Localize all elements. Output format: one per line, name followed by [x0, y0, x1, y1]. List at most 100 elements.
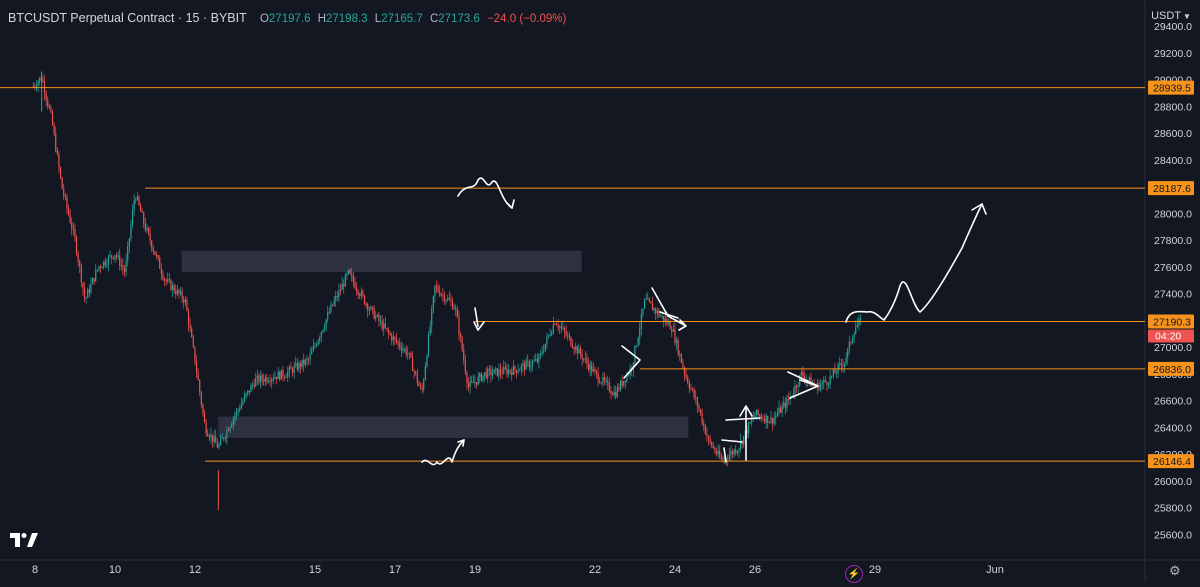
candle-body [576, 346, 578, 354]
candle-body [586, 358, 588, 364]
level-tag-bg [1148, 454, 1194, 469]
symbol-title[interactable]: BTCUSDT Perpetual Contract · 15 · BYBIT [8, 11, 247, 25]
horizontal-levels[interactable] [0, 87, 1145, 462]
candle-body [331, 304, 334, 306]
candle-body [123, 268, 126, 273]
candle-body [683, 367, 686, 375]
candle-body [271, 379, 273, 382]
candle-body [279, 371, 281, 380]
candle-body [688, 383, 690, 389]
candle-body [544, 343, 546, 351]
candle-body [403, 348, 406, 350]
candle-body [39, 77, 41, 82]
candle-body [235, 410, 238, 416]
candle-body [267, 381, 270, 383]
candle-body [415, 371, 417, 374]
candle-body [373, 308, 375, 319]
candle-body [738, 448, 740, 452]
candle-body [615, 391, 617, 398]
candle-body [405, 348, 407, 355]
candle-body [757, 409, 759, 415]
candle-body [810, 377, 812, 387]
price-axis[interactable]: 29400.029200.029000.028800.028600.028400… [1148, 21, 1194, 541]
candle-body [674, 329, 676, 343]
candle-body [807, 379, 809, 381]
candle-body [568, 335, 570, 337]
candle-body [325, 319, 327, 328]
candle-body [848, 341, 850, 349]
candle-body [181, 291, 183, 299]
candle-body [50, 108, 52, 112]
candle-body [211, 434, 214, 442]
candle-body [687, 377, 689, 384]
candle-body [426, 355, 428, 367]
tradingview-logo[interactable] [10, 532, 38, 553]
candle-body [856, 324, 858, 328]
candle-body [768, 421, 770, 424]
drawn-chevron-right [787, 371, 819, 399]
level-tag-bg [1148, 181, 1194, 196]
candle-body [259, 375, 262, 383]
candle-body [743, 435, 745, 445]
candle-body [471, 381, 473, 383]
candle-body [219, 438, 222, 445]
time-tick-label: 24 [669, 564, 681, 576]
currency-selector[interactable]: USDT ▼ [1148, 6, 1194, 26]
candle-body [591, 364, 593, 372]
candle-body [594, 368, 596, 371]
candle-body [819, 384, 822, 390]
candle-body [96, 269, 98, 271]
candle-body [35, 86, 38, 88]
candle-body [255, 378, 257, 387]
candle-body [245, 393, 247, 396]
candle-body [216, 442, 218, 448]
candle-body [355, 288, 358, 291]
price-tick-label: 25600.0 [1154, 529, 1192, 541]
candle-body [680, 353, 682, 363]
candle-body [843, 362, 846, 367]
price-tick-label: 27400.0 [1154, 289, 1192, 301]
candle-body [650, 301, 652, 304]
candle-body [475, 382, 478, 385]
candle-body [368, 309, 370, 311]
arrow-head [506, 199, 515, 209]
candle-body [288, 367, 290, 372]
candle-body [424, 366, 426, 380]
candle-body [730, 451, 732, 456]
candle-body [103, 261, 105, 268]
candle-body [90, 283, 92, 293]
price-tick-label: 26600.0 [1154, 396, 1192, 408]
candle-body [133, 200, 135, 211]
candle-body [176, 289, 178, 295]
candle-body [635, 345, 638, 347]
candle-body [491, 373, 494, 376]
candle-body [330, 304, 332, 313]
candle-body [575, 346, 577, 350]
time-axis[interactable]: 8 10 12 15 17 19 22 24 26 29 Jun [32, 564, 1004, 576]
candle-body [447, 298, 449, 301]
candle-body [362, 291, 364, 296]
candle-body [637, 337, 639, 346]
candle-body [539, 352, 542, 356]
candle-body [432, 296, 434, 309]
gear-icon[interactable]: ⚙ [1169, 563, 1181, 578]
candle-body [347, 269, 350, 274]
lightning-icon[interactable]: ⚡ [845, 565, 863, 583]
candle-body [34, 86, 36, 88]
candle-body [709, 438, 711, 442]
candle-body [559, 326, 561, 328]
candle-body [850, 341, 852, 343]
candle-body [498, 369, 500, 376]
candle-body [603, 377, 606, 381]
candle-body [589, 364, 591, 370]
candle-body [735, 449, 737, 454]
candle-body [514, 366, 516, 371]
candle-body [818, 382, 820, 390]
candle-body [227, 429, 230, 431]
candle-body [218, 444, 220, 448]
candle-body [463, 350, 465, 361]
candle-body [63, 188, 65, 196]
candle-body [792, 393, 794, 396]
